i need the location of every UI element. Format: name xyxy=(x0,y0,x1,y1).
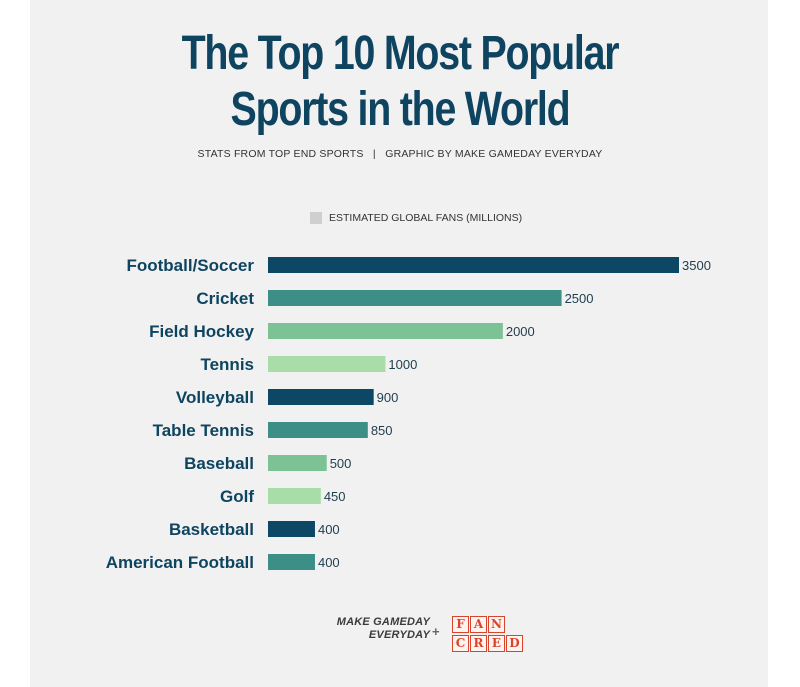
value-label-volleyball: 900 xyxy=(377,390,399,405)
bar-baseball xyxy=(268,455,327,471)
category-label-baseball: Baseball xyxy=(184,454,254,473)
category-label-table-tennis: Table Tennis xyxy=(153,421,254,440)
category-label-field-hockey: Field Hockey xyxy=(149,322,254,341)
category-label-cricket: Cricket xyxy=(196,289,254,308)
fancred-letter xyxy=(506,616,523,633)
category-label-american-football: American Football xyxy=(106,553,254,572)
bar-basketball xyxy=(268,521,315,537)
legend-swatch xyxy=(310,212,322,224)
chart-title: The Top 10 Most Popular Sports in the Wo… xyxy=(72,26,728,138)
value-label-field-hockey: 2000 xyxy=(506,324,535,339)
value-label-tennis: 1000 xyxy=(388,357,417,372)
fancred-letter: R xyxy=(470,635,487,652)
fancred-letter: D xyxy=(506,635,523,652)
legend: ESTIMATED GLOBAL FANS (MILLIONS) xyxy=(310,211,522,225)
bar-volleyball xyxy=(268,389,374,405)
chart-subtitle: STATS FROM TOP END SPORTS | GRAPHIC BY M… xyxy=(197,148,603,160)
fancred-letter: E xyxy=(488,635,505,652)
plus-sign: + xyxy=(432,624,440,639)
bar-field-hockey xyxy=(268,323,503,339)
value-label-table-tennis: 850 xyxy=(371,423,393,438)
bars-layer: Football/Soccer 3500 Cricket 2500 Field Hock… xyxy=(106,256,711,572)
make-gameday-logo: MAKE GAMEDAY EVERYDAY xyxy=(318,616,430,642)
bar-american-football xyxy=(268,554,315,570)
fancred-letter: N xyxy=(488,616,505,633)
category-label-golf: Golf xyxy=(220,487,254,506)
category-label-basketball: Basketball xyxy=(169,520,254,539)
chart-panel xyxy=(30,0,768,687)
brand-line-1: MAKE GAMEDAY xyxy=(336,616,430,628)
bar-golf xyxy=(268,488,321,504)
legend-label: ESTIMATED GLOBAL FANS (MILLIONS) xyxy=(329,212,523,224)
value-label-american-football: 400 xyxy=(318,555,340,570)
value-label-football-soccer: 3500 xyxy=(682,258,711,273)
fancred-letter: F xyxy=(452,616,469,633)
value-label-basketball: 400 xyxy=(318,522,340,537)
bar-tennis xyxy=(268,356,386,372)
bar-football-soccer xyxy=(268,257,679,273)
category-label-tennis: Tennis xyxy=(200,355,254,374)
bar-table-tennis xyxy=(268,422,368,438)
bar-cricket xyxy=(268,290,562,306)
brand-line-2: EVERYDAY xyxy=(368,629,430,641)
title-line-2: Sports in the World xyxy=(230,83,571,136)
title-line-1: The Top 10 Most Popular xyxy=(181,27,620,80)
fancred-letter: A xyxy=(470,616,487,633)
value-label-cricket: 2500 xyxy=(565,291,594,306)
category-label-football-soccer: Football/Soccer xyxy=(126,256,254,275)
fancred-letter: C xyxy=(452,635,469,652)
value-label-golf: 450 xyxy=(324,489,346,504)
category-label-volleyball: Volleyball xyxy=(176,388,254,407)
value-label-baseball: 500 xyxy=(330,456,352,471)
